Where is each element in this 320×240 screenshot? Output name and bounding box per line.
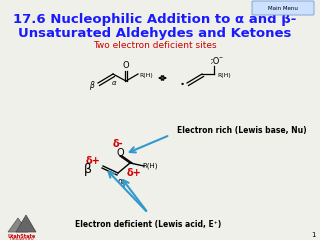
Text: R(H): R(H) xyxy=(142,163,158,169)
Text: Unsaturated Aldehydes and Ketones: Unsaturated Aldehydes and Ketones xyxy=(18,26,292,40)
Text: δ+: δ+ xyxy=(127,168,141,178)
Text: :: : xyxy=(210,58,212,64)
Text: R(H): R(H) xyxy=(217,72,231,78)
Text: :O: :O xyxy=(210,56,220,66)
Polygon shape xyxy=(16,215,36,232)
Text: R(H): R(H) xyxy=(139,72,153,78)
Text: δ-: δ- xyxy=(113,139,123,149)
Text: δ+: δ+ xyxy=(86,156,100,166)
Text: Two electron deficient sites: Two electron deficient sites xyxy=(93,42,217,50)
Text: University: University xyxy=(10,238,34,240)
Text: UtahState: UtahState xyxy=(8,234,36,239)
Text: Electron rich (Lewis base, Nu): Electron rich (Lewis base, Nu) xyxy=(177,126,307,136)
Text: 17.6 Nucleophilic Addition to α and β-: 17.6 Nucleophilic Addition to α and β- xyxy=(13,13,297,26)
Text: Electron deficient (Lewis acid, E⁺): Electron deficient (Lewis acid, E⁺) xyxy=(75,221,221,229)
Text: $\bullet$: $\bullet$ xyxy=(179,78,185,88)
Text: β: β xyxy=(84,163,92,176)
Text: 1: 1 xyxy=(311,232,315,238)
Text: α: α xyxy=(117,178,123,186)
Text: O: O xyxy=(116,148,124,158)
Text: $\beta$: $\beta$ xyxy=(89,78,95,91)
Text: Main Menu: Main Menu xyxy=(268,6,298,11)
FancyBboxPatch shape xyxy=(252,1,314,15)
Polygon shape xyxy=(8,218,28,232)
Text: $^{-}$: $^{-}$ xyxy=(218,55,224,61)
Text: $\alpha$: $\alpha$ xyxy=(111,79,117,87)
Text: O: O xyxy=(123,61,129,71)
